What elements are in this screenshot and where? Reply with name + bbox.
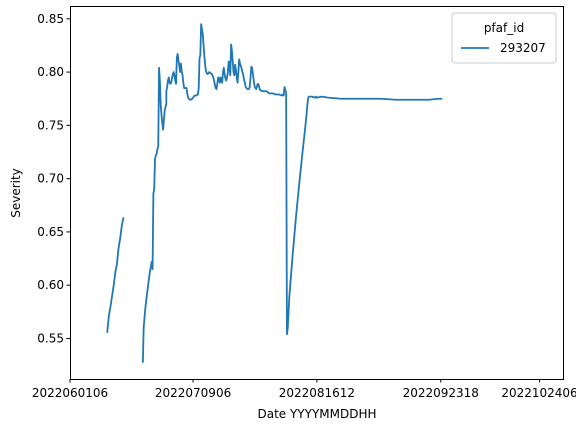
y-tick-label: 0.65 bbox=[37, 225, 64, 239]
x-axis-label: Date YYYYMMDDHH bbox=[257, 407, 376, 421]
legend-entry-label: 293207 bbox=[500, 41, 546, 55]
plot-area bbox=[106, 23, 443, 363]
y-tick-label: 0.60 bbox=[37, 278, 64, 292]
x-tick-label: 2022060106 bbox=[32, 386, 108, 400]
x-tick-label: 2022102406 bbox=[501, 386, 576, 400]
axes-frame bbox=[70, 6, 564, 380]
y-axis: 0.55 0.60 0.65 0.70 0.75 0.80 0.85 bbox=[37, 12, 70, 346]
series-line-293207 bbox=[106, 23, 443, 363]
y-tick-label: 0.55 bbox=[37, 332, 64, 346]
legend-title: pfaf_id bbox=[484, 21, 524, 35]
x-tick-label: 2022081612 bbox=[279, 386, 355, 400]
x-tick-label: 2022092318 bbox=[403, 386, 479, 400]
x-tick-label: 2022070906 bbox=[155, 386, 231, 400]
x-axis: 2022060106 2022070906 2022081612 2022092318… bbox=[32, 379, 576, 400]
y-tick-label: 0.75 bbox=[37, 118, 64, 132]
y-tick-label: 0.70 bbox=[37, 172, 64, 186]
legend: pfaf_id 293207 bbox=[451, 12, 557, 64]
y-tick-label: 0.85 bbox=[37, 12, 64, 26]
y-tick-label: 0.80 bbox=[37, 65, 64, 79]
y-axis-label: Severity bbox=[9, 168, 23, 218]
legend-box bbox=[451, 12, 557, 64]
